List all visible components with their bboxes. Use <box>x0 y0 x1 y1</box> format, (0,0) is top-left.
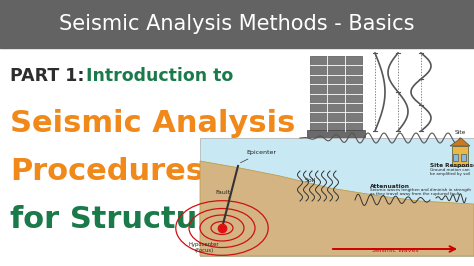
Text: Procedures: Procedures <box>10 157 204 186</box>
Text: Attenuation: Attenuation <box>370 184 410 189</box>
Text: Seismic Analysis Methods - Basics: Seismic Analysis Methods - Basics <box>59 14 415 34</box>
Text: Hypocenter
(Focus): Hypocenter (Focus) <box>189 242 219 253</box>
Text: Site: Site <box>454 130 465 135</box>
Bar <box>0 48 474 266</box>
Bar <box>200 138 474 256</box>
Text: Seismic Analysis: Seismic Analysis <box>10 110 295 139</box>
Bar <box>453 154 458 161</box>
Bar <box>0 0 474 48</box>
Bar <box>452 146 468 166</box>
Text: Epicenter: Epicenter <box>240 150 276 163</box>
Text: for Structures: for Structures <box>10 206 251 235</box>
Polygon shape <box>200 161 474 256</box>
Bar <box>310 56 362 131</box>
Polygon shape <box>450 138 470 146</box>
Text: Seismic Waves: Seismic Waves <box>372 248 419 253</box>
Text: Seismic waves lengthen and diminish in strength
as they travel away from the rup: Seismic waves lengthen and diminish in s… <box>370 188 471 196</box>
Text: Site Response: Site Response <box>430 164 474 168</box>
Text: Ground motion can
be amplified by soil: Ground motion can be amplified by soil <box>430 168 470 176</box>
Text: Soil: Soil <box>304 178 316 184</box>
Bar <box>461 154 466 161</box>
Text: Introduction to: Introduction to <box>86 67 233 85</box>
Text: PART 1:: PART 1: <box>10 67 91 85</box>
Bar <box>307 130 365 137</box>
Text: Fault: Fault <box>215 190 230 198</box>
